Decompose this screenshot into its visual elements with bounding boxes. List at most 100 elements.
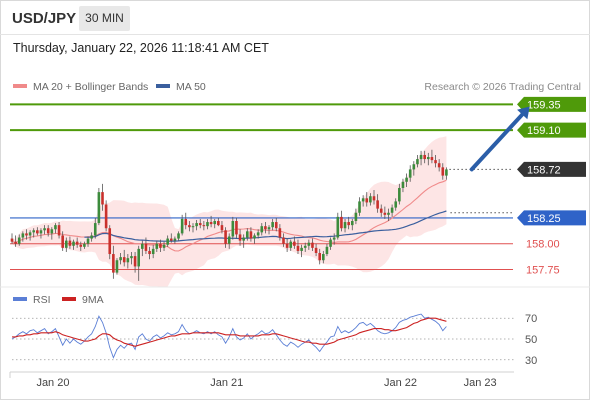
- candle-body: [361, 198, 365, 202]
- candle-body: [75, 241, 79, 245]
- candle-body: [101, 192, 104, 205]
- candle-body: [285, 243, 289, 248]
- legend-swatch-rsi: [13, 297, 27, 301]
- candle-body: [115, 260, 119, 273]
- candle-body: [180, 218, 184, 234]
- candle-body: [72, 241, 75, 246]
- candle-body: [437, 163, 441, 168]
- candle-body: [32, 230, 36, 233]
- rsi-tick-30: 30: [525, 355, 537, 367]
- candle-body: [217, 221, 220, 226]
- ma50-line: [84, 210, 447, 242]
- candle-body: [151, 248, 155, 255]
- candle-body: [166, 238, 169, 245]
- level-159-35-label: 159.35: [527, 99, 561, 111]
- candle-body: [137, 248, 140, 267]
- candle-body: [318, 253, 321, 261]
- candle-body: [408, 169, 412, 178]
- candle-body: [271, 222, 274, 228]
- candle-body: [177, 233, 180, 239]
- rsi-line: [11, 313, 447, 359]
- candle-body: [141, 243, 144, 249]
- candle-body: [325, 246, 329, 255]
- candle-body: [296, 245, 300, 251]
- candle-body: [224, 230, 227, 244]
- candle-body: [191, 226, 195, 228]
- candle-body: [293, 241, 296, 246]
- candle-body: [256, 232, 260, 236]
- candle-body: [159, 243, 162, 248]
- candle-body: [144, 243, 148, 251]
- candle-body: [300, 247, 303, 251]
- candle-body: [419, 154, 423, 160]
- candle-body: [416, 159, 419, 165]
- candle-body: [173, 238, 177, 241]
- level-158-00-label: 158.00: [526, 239, 560, 251]
- candle-body: [21, 233, 25, 238]
- candle-body: [25, 233, 28, 236]
- candle-body: [28, 232, 32, 236]
- candle-body: [126, 258, 130, 263]
- candle-body: [57, 225, 61, 236]
- candle-body: [119, 257, 122, 261]
- rsi-ma-line: [12, 317, 447, 347]
- legend-swatch-ma50: [156, 84, 170, 88]
- candle-body: [267, 227, 271, 230]
- legend-label-ma50: MA 50: [176, 81, 206, 93]
- candle-body: [184, 218, 188, 226]
- level-158-72-badge: [517, 161, 586, 177]
- candle-body: [383, 212, 387, 215]
- candle-body: [441, 167, 445, 176]
- candle-body: [412, 164, 416, 170]
- candle-body: [198, 223, 202, 226]
- level-157-75-label: 157.75: [526, 265, 560, 277]
- candle-body: [188, 225, 191, 228]
- candle-body: [350, 221, 354, 226]
- watermark: Research © 2026 Trading Central: [424, 81, 581, 93]
- candle-body: [43, 228, 46, 231]
- candle-body: [155, 243, 159, 249]
- header-divider: [0, 34, 590, 35]
- candle-body: [278, 228, 282, 238]
- candle-body: [112, 254, 115, 273]
- candle-body: [202, 225, 206, 227]
- candle-body: [423, 154, 426, 160]
- candle-body: [427, 157, 430, 160]
- candle-body: [68, 240, 72, 246]
- candle-body: [282, 237, 285, 244]
- level-159-35-badge: [517, 96, 586, 112]
- candle-body: [162, 244, 166, 248]
- candle-body: [390, 207, 394, 213]
- level-158-25-label: 158.25: [527, 213, 561, 225]
- candle-body: [39, 230, 43, 234]
- x-tick-label-jan-22: Jan 22: [384, 377, 417, 389]
- candle-body: [445, 169, 448, 176]
- candle-body: [253, 235, 256, 239]
- x-tick-label-jan-23: Jan 23: [464, 377, 497, 389]
- candle-body: [246, 231, 249, 238]
- candle-body: [130, 256, 133, 259]
- candle-body: [332, 237, 336, 240]
- candle-body: [387, 212, 390, 215]
- candle-body: [430, 157, 434, 161]
- bollinger-band: [12, 136, 447, 287]
- level-158-25-badge: [517, 210, 586, 226]
- candle-body: [311, 242, 314, 248]
- candle-body: [264, 226, 267, 230]
- level-159-10-badge: [517, 122, 586, 138]
- candle-body: [401, 181, 405, 188]
- candle-body: [336, 216, 340, 238]
- candle-body: [220, 225, 224, 231]
- level-158-72-label: 158.72: [527, 164, 561, 176]
- candle-body: [303, 245, 307, 248]
- forecast-arrow-shaft: [469, 112, 525, 172]
- candle-body: [122, 257, 126, 263]
- level-159-10-label: 159.10: [527, 125, 561, 137]
- candle-body: [354, 212, 358, 222]
- timeframe-button[interactable]: 30 MIN: [79, 6, 130, 31]
- candle-body: [213, 221, 217, 225]
- candle-body: [347, 222, 350, 226]
- candle-body: [274, 222, 278, 229]
- candle-body: [61, 235, 64, 248]
